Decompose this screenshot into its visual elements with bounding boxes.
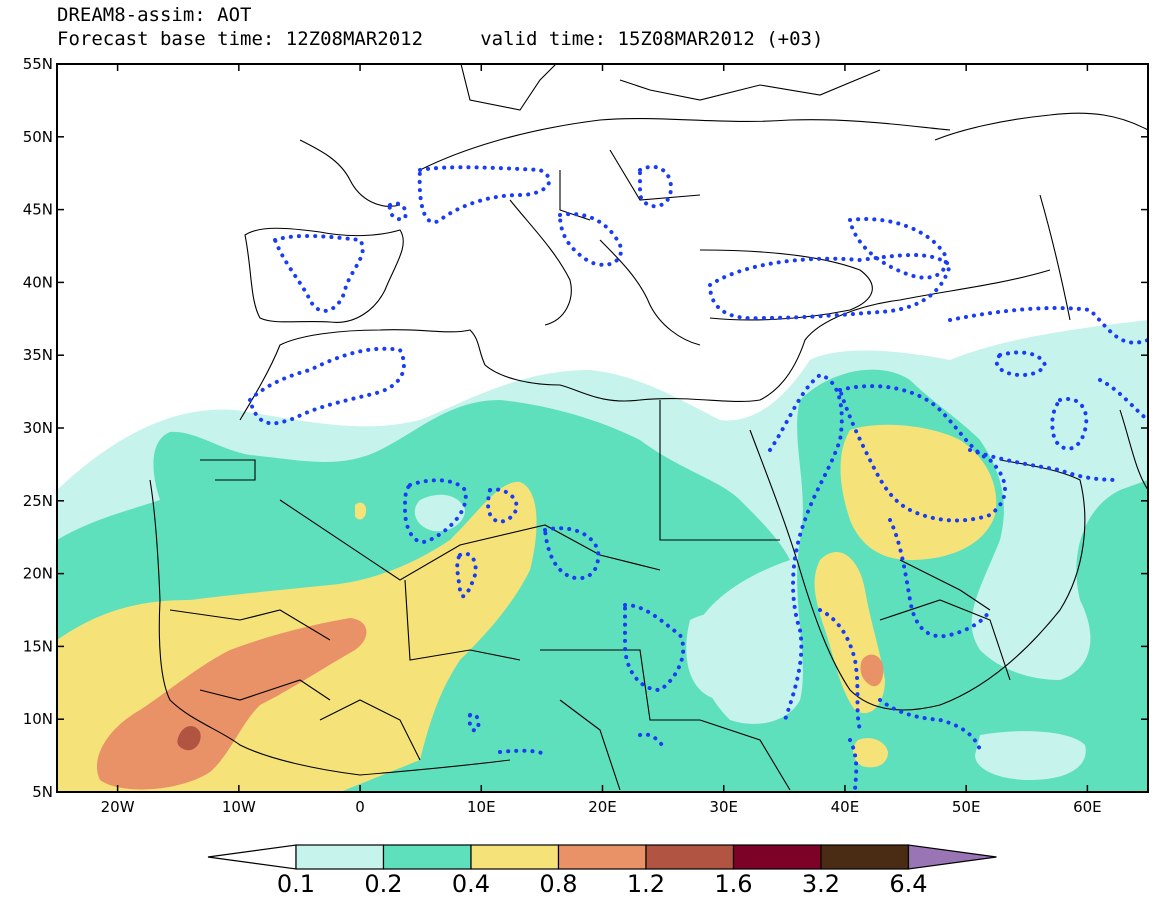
colorbar-label: 1.2 — [627, 870, 665, 898]
coastlines — [149, 64, 1148, 791]
lon-tick-label: 10E — [467, 798, 496, 816]
lon-tick-label: 10W — [222, 798, 256, 816]
lat-tick-label: 10N — [23, 710, 53, 728]
lat-tick-label: 25N — [23, 492, 53, 510]
lon-tick-label: 0 — [355, 798, 365, 816]
colorbar-label: 0.1 — [277, 870, 315, 898]
colorbar: 0.1 0.2 0.4 0.8 1.2 1.6 3.2 6.4 — [207, 844, 997, 898]
latitude-ticks: 55N 50N 45N 40N 35N 30N 25N 20N 15N 10N 5N — [23, 55, 1148, 801]
colorbar-segment — [557, 844, 647, 870]
lat-tick-label: 40N — [23, 273, 53, 291]
chart-title: DREAM8-assim: AOT — [57, 4, 252, 26]
colorbar-label: 6.4 — [889, 870, 927, 898]
colorbar-segment — [645, 844, 735, 870]
lat-tick-label: 55N — [23, 55, 53, 73]
longitude-ticks: 20W 10W 0 10E 20E 30E 40E 50E 60E — [101, 64, 1102, 816]
aot-field-1-2 — [177, 726, 201, 751]
lat-tick-label: 20N — [23, 565, 53, 583]
colorbar-label: 0.4 — [452, 870, 490, 898]
lat-tick-label: 5N — [32, 783, 53, 801]
colorbar-segment — [820, 844, 910, 870]
lon-tick-label: 40E — [831, 798, 860, 816]
lat-tick-label: 15N — [23, 637, 53, 655]
lon-tick-label: 60E — [1073, 798, 1102, 816]
lat-tick-label: 35N — [23, 346, 53, 364]
colorbar-segment — [295, 844, 385, 870]
contour-lines — [247, 164, 1148, 792]
aot-field-0-8 — [96, 618, 884, 790]
map-plot-area — [57, 64, 1148, 792]
lon-tick-label: 20E — [588, 798, 617, 816]
colorbar-label: 3.2 — [802, 870, 840, 898]
lat-tick-label: 45N — [23, 201, 53, 219]
colorbar-segment — [470, 844, 560, 870]
lon-tick-label: 20W — [101, 798, 135, 816]
colorbar-label: 1.6 — [714, 870, 752, 898]
colorbar-label: 0.2 — [364, 870, 402, 898]
colorbar-segment — [382, 844, 472, 870]
lon-tick-label: 50E — [952, 798, 981, 816]
lon-tick-label: 30E — [709, 798, 738, 816]
colorbar-low-arrow — [207, 844, 297, 870]
lat-tick-label: 50N — [23, 128, 53, 146]
lat-tick-label: 30N — [23, 419, 53, 437]
chart-subtitle: Forecast base time: 12Z08MAR2012 valid t… — [57, 28, 824, 50]
colorbar-segment — [732, 844, 822, 870]
colorbar-label: 0.8 — [539, 870, 577, 898]
colorbar-high-arrow — [907, 844, 997, 870]
